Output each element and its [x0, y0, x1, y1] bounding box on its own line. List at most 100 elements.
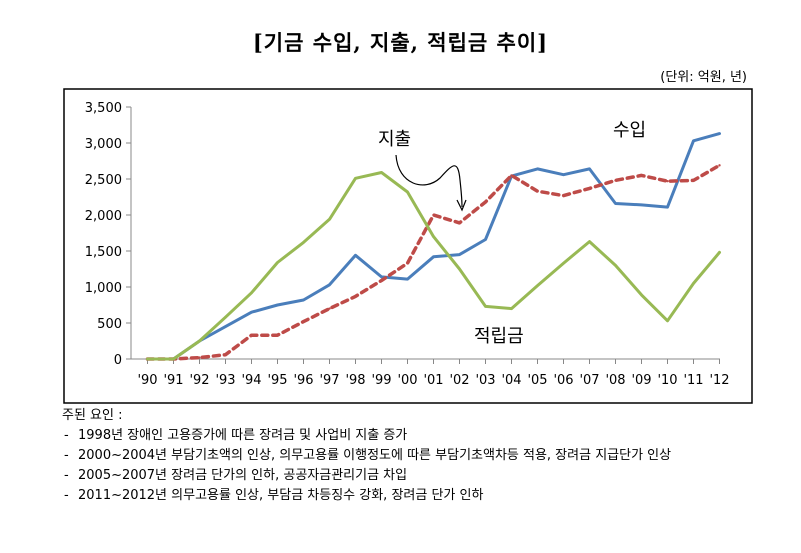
data-point [224, 316, 227, 319]
data-point [250, 311, 253, 314]
data-point [614, 179, 617, 182]
x-tick-label: '03 [475, 373, 495, 388]
data-point [354, 177, 357, 180]
chart-frame [63, 88, 753, 404]
x-tick-label: '97 [319, 373, 339, 388]
data-point [692, 139, 695, 143]
data-point [276, 261, 279, 264]
data-point [666, 319, 669, 323]
x-tick-label: '10 [657, 373, 677, 388]
y-tick-label: 1,000 [85, 281, 122, 296]
x-tick-label: '94 [241, 373, 261, 388]
data-point [328, 283, 331, 287]
data-point [510, 174, 513, 177]
data-point [536, 167, 539, 171]
x-tick-label: '93 [215, 373, 235, 388]
y-axis: 0 500 1,000 1,500 2,000 2,500 3,000 3,500 [85, 101, 132, 368]
y-tick-label: 3,500 [85, 101, 122, 116]
data-point [484, 238, 487, 241]
x-tick-label: '90 [137, 373, 157, 388]
annotation-reserve: 적립금 [474, 326, 524, 347]
line-chart: 0 500 1,000 1,500 2,000 2,500 3,000 3,500 '90 '9… [63, 88, 753, 404]
data-point [536, 190, 539, 193]
x-axis: '90 '91 '92 '93 '94 '95 '96 '97 '98 '99 '00 '01 '02 '… [131, 358, 730, 388]
data-point [406, 277, 409, 281]
note-text: 1998년 장애인 고용증가에 따른 장려금 및 사업비 지출 증가 [78, 428, 408, 443]
data-point [458, 221, 461, 225]
x-tick-label: '09 [631, 373, 651, 388]
note-item: -2005~2007년 장려금 단가의 인하, 공공자금관리기금 차입 [64, 468, 408, 483]
data-point [458, 267, 461, 271]
x-tick-label: '12 [709, 373, 729, 388]
data-point [198, 339, 201, 343]
data-point [718, 132, 721, 135]
data-point [406, 190, 409, 194]
data-point [224, 353, 227, 356]
y-tick-label: 1,500 [85, 245, 122, 260]
y-tick-label: 3,000 [85, 137, 122, 152]
chart-title: [기금 수입, 지출, 적립금 추이] [252, 30, 549, 55]
annotation-income: 수입 [613, 120, 646, 141]
y-tick-label: 500 [97, 317, 122, 332]
x-tick-label: '01 [423, 373, 443, 388]
note-item: -2011~2012년 의무고용률 인상, 부담금 차등징수 강화, 장려금 단… [64, 488, 484, 503]
x-tick-label: '07 [579, 373, 599, 388]
data-point [588, 187, 591, 190]
x-tick-label: '95 [267, 373, 287, 388]
data-point [432, 235, 435, 238]
y-tick-label: 2,000 [85, 209, 122, 224]
notes-section: 주된 요인 : -1998년 장애인 고용증가에 따른 장려금 및 사업비 지출… [62, 406, 778, 506]
data-point [302, 298, 305, 302]
data-point [328, 218, 331, 221]
x-tick-label: '02 [449, 373, 469, 388]
data-point [484, 200, 487, 204]
data-point [562, 194, 565, 197]
data-point [510, 307, 513, 310]
data-point [328, 307, 331, 310]
y-tick-label: 2,500 [85, 173, 122, 188]
unit-label: (단위: 억원, 년) [660, 70, 747, 85]
data-point [588, 167, 591, 171]
x-tick-label: '98 [345, 373, 365, 388]
data-point [250, 291, 253, 294]
data-point [302, 320, 305, 323]
x-tick-label: '06 [553, 373, 573, 388]
x-tick-label: '11 [683, 373, 703, 388]
note-text: 2000~2004년 부담기초액의 인상, 의무고용률 이행정도에 따른 부담기… [78, 448, 672, 463]
data-point [406, 262, 409, 265]
data-point [588, 240, 591, 243]
data-point [640, 203, 643, 207]
data-point [614, 264, 617, 267]
x-tick-label: '04 [501, 373, 521, 388]
data-point [536, 284, 539, 287]
annotation-expenditure: 지출 [378, 129, 411, 150]
x-tick-label: '08 [605, 373, 625, 388]
data-point [380, 279, 383, 282]
note-item: -2000~2004년 부담기초액의 인상, 의무고용률 이행정도에 따른 부담… [64, 448, 672, 463]
data-point [432, 255, 435, 258]
data-point [198, 356, 201, 359]
data-point [354, 295, 357, 298]
note-item: -1998년 장애인 고용증가에 따른 장려금 및 사업비 지출 증가 [64, 428, 408, 443]
note-text: 2005~2007년 장려금 단가의 인하, 공공자금관리기금 차입 [78, 468, 408, 483]
series-layer [145, 132, 722, 361]
data-point [718, 164, 721, 167]
x-tick-label: '91 [163, 373, 183, 388]
data-point [562, 262, 565, 265]
x-tick-label: '99 [371, 373, 391, 388]
data-point [380, 171, 383, 174]
data-point [666, 179, 669, 183]
y-tick-label: 0 [114, 353, 122, 368]
data-point [276, 334, 279, 337]
data-point [562, 173, 565, 176]
data-point [172, 357, 175, 361]
x-tick-label: '92 [189, 373, 209, 388]
data-point [640, 174, 643, 177]
expenditure-callout-arrow [395, 154, 463, 208]
data-point [614, 202, 617, 205]
data-point [692, 282, 695, 285]
notes-heading: 주된 요인 : [62, 408, 123, 423]
x-tick-label: '96 [293, 373, 313, 388]
data-point [484, 305, 487, 308]
data-point [276, 303, 279, 307]
